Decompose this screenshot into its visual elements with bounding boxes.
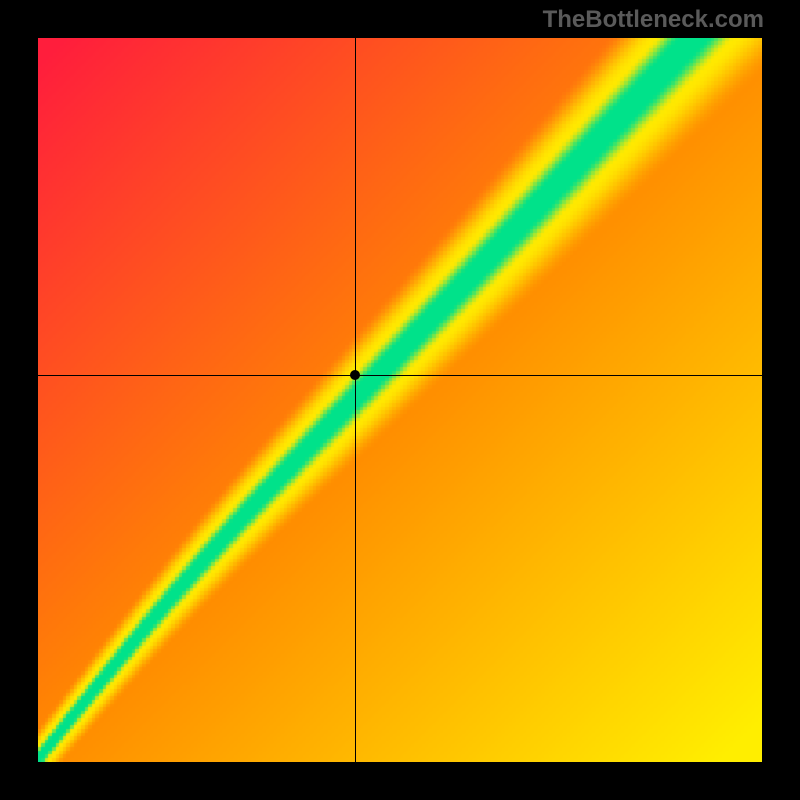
crosshair-vertical — [355, 38, 356, 762]
watermark-text: TheBottleneck.com — [543, 6, 764, 34]
heatmap-canvas — [38, 38, 762, 762]
chart-container: TheBottleneck.com — [0, 0, 800, 800]
crosshair-horizontal — [38, 375, 762, 376]
